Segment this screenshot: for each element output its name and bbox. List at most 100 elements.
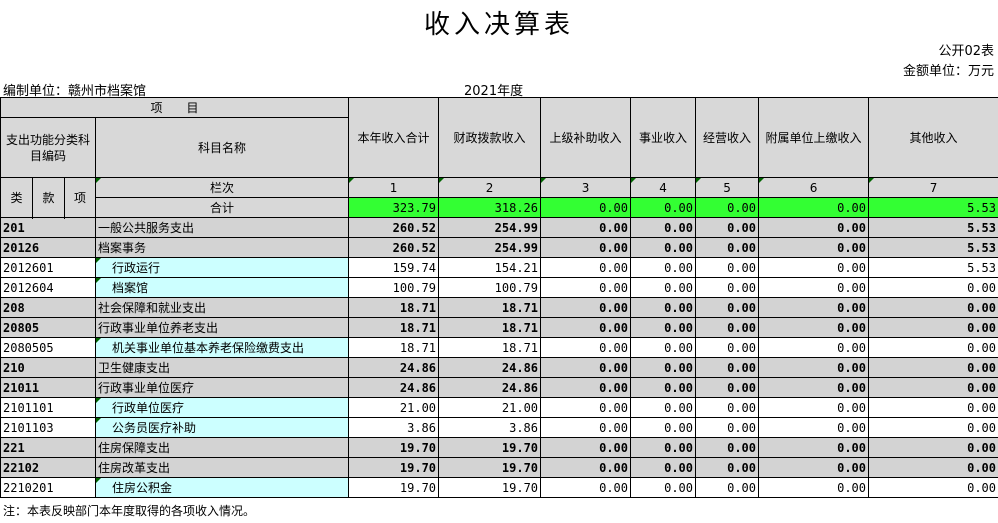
value-cell: 19.70 <box>348 477 440 498</box>
value-cell: 0.00 <box>758 457 870 478</box>
table-row: 208 社会保障和就业支出 18.71 18.71 0.00 0.00 0.00 0.00 0.… <box>0 297 998 318</box>
col-header: 事业收入 <box>630 97 697 178</box>
table-row: 221 住房保障支出 19.70 19.70 0.00 0.00 0.00 0.00 0.00 <box>0 437 998 458</box>
value-cell: 154.21 <box>438 257 542 278</box>
value-cell: 21.00 <box>348 397 440 418</box>
page-title: 收入决算表 <box>423 10 574 40</box>
table-row: 2012601 行政运行 159.74 154.21 0.00 0.00 0.00 0.00 5… <box>0 257 998 278</box>
value-cell: 24.86 <box>438 377 542 398</box>
value-cell: 0.00 <box>630 477 697 498</box>
total-value: 0.00 <box>695 197 760 218</box>
value-cell: 5.53 <box>868 217 998 238</box>
value-cell: 0.00 <box>695 317 760 338</box>
value-cell: 0.00 <box>758 297 870 318</box>
subject-name-cell: 档案事务 <box>94 237 350 258</box>
value-cell: 19.70 <box>348 457 440 478</box>
total-value: 5.53 <box>868 197 998 218</box>
col-number: 1 <box>348 177 440 198</box>
table-row: 210 卫生健康支出 24.86 24.86 0.00 0.00 0.00 0.00 0.00 <box>0 357 998 378</box>
value-cell: 0.00 <box>695 217 760 238</box>
value-cell: 0.00 <box>630 237 697 258</box>
value-cell: 0.00 <box>540 257 632 278</box>
func-code-cell: 208 <box>0 297 96 318</box>
total-label: 合计 <box>94 197 350 218</box>
value-cell: 0.00 <box>540 237 632 258</box>
value-cell: 0.00 <box>758 277 870 298</box>
table-row: 2101101 行政单位医疗 21.00 21.00 0.00 0.00 0.00 0.00 0… <box>0 397 998 418</box>
col-header: 财政拨款收入 <box>438 97 542 178</box>
subject-name-cell: 行政运行 <box>94 257 350 278</box>
subject-name-cell: 一般公共服务支出 <box>94 217 350 238</box>
value-cell: 0.00 <box>540 377 632 398</box>
value-cell: 19.70 <box>438 437 542 458</box>
value-cell: 260.52 <box>348 217 440 238</box>
col-number: 4 <box>630 177 697 198</box>
value-cell: 19.70 <box>438 477 542 498</box>
value-cell: 3.86 <box>348 417 440 438</box>
func-code-cell: 221 <box>0 437 96 458</box>
subject-name-cell: 公务员医疗补助 <box>94 417 350 438</box>
value-cell: 0.00 <box>630 257 697 278</box>
table-row: 2080505 机关事业单位基本养老保险缴费支出 18.71 18.71 0.00 0.0… <box>0 337 998 358</box>
value-cell: 0.00 <box>695 277 760 298</box>
value-cell: 0.00 <box>540 297 632 318</box>
value-cell: 0.00 <box>758 477 870 498</box>
value-cell: 0.00 <box>695 477 760 498</box>
value-cell: 0.00 <box>540 437 632 458</box>
value-cell: 0.00 <box>868 277 998 298</box>
value-cell: 24.86 <box>438 357 542 378</box>
value-cell: 0.00 <box>540 477 632 498</box>
value-cell: 254.99 <box>438 217 542 238</box>
value-cell: 0.00 <box>758 417 870 438</box>
value-cell: 0.00 <box>868 397 998 418</box>
value-cell: 0.00 <box>540 277 632 298</box>
table-row: 2101103 公务员医疗补助 3.86 3.86 0.00 0.00 0.00 0.00 0.… <box>0 417 998 438</box>
value-cell: 5.53 <box>868 237 998 258</box>
value-cell: 21.00 <box>438 397 542 418</box>
func-code-cell: 2101103 <box>0 417 96 438</box>
value-cell: 0.00 <box>868 417 998 438</box>
value-cell: 0.00 <box>758 337 870 358</box>
value-cell: 0.00 <box>630 357 697 378</box>
value-cell: 260.52 <box>348 237 440 258</box>
value-cell: 254.99 <box>438 237 542 258</box>
table-row: 21011 行政事业单位医疗 24.86 24.86 0.00 0.00 0.00 0.00 0… <box>0 377 998 398</box>
value-cell: 0.00 <box>540 317 632 338</box>
value-cell: 0.00 <box>630 397 697 418</box>
value-cell: 0.00 <box>630 217 697 238</box>
form-code: 公开02表 <box>938 44 994 59</box>
value-cell: 0.00 <box>868 357 998 378</box>
col-number: 3 <box>540 177 632 198</box>
table-row: 20805 行政事业单位养老支出 18.71 18.71 0.00 0.00 0.00 0.0… <box>0 317 998 338</box>
value-cell: 0.00 <box>758 257 870 278</box>
value-cell: 159.74 <box>348 257 440 278</box>
func-code-cell: 201 <box>0 217 96 238</box>
func-code-cell: 2012604 <box>0 277 96 298</box>
value-cell: 18.71 <box>438 317 542 338</box>
func-code-cell: 2101101 <box>0 397 96 418</box>
value-cell: 18.71 <box>438 297 542 318</box>
value-cell: 0.00 <box>630 457 697 478</box>
func-code-header: 支出功能分类科目编码 <box>0 117 96 178</box>
value-cell: 0.00 <box>758 357 870 378</box>
value-cell: 0.00 <box>630 337 697 358</box>
value-cell: 0.00 <box>695 457 760 478</box>
func-code-cell: 2080505 <box>0 337 96 358</box>
value-cell: 0.00 <box>540 457 632 478</box>
row-seq-label: 栏次 <box>94 177 350 198</box>
value-cell: 0.00 <box>758 377 870 398</box>
func-code-cell: 20805 <box>0 317 96 338</box>
value-cell: 0.00 <box>868 437 998 458</box>
col-header: 经营收入 <box>695 97 760 178</box>
subject-name-cell: 行政单位医疗 <box>94 397 350 418</box>
value-cell: 0.00 <box>758 397 870 418</box>
subject-name-cell: 卫生健康支出 <box>94 357 350 378</box>
value-cell: 0.00 <box>758 217 870 238</box>
value-cell: 0.00 <box>630 317 697 338</box>
value-cell: 19.70 <box>348 437 440 458</box>
report-year: 2021年度 <box>464 84 524 99</box>
value-cell: 0.00 <box>540 397 632 418</box>
value-cell: 18.71 <box>348 317 440 338</box>
value-cell: 0.00 <box>540 417 632 438</box>
value-cell: 0.00 <box>695 337 760 358</box>
